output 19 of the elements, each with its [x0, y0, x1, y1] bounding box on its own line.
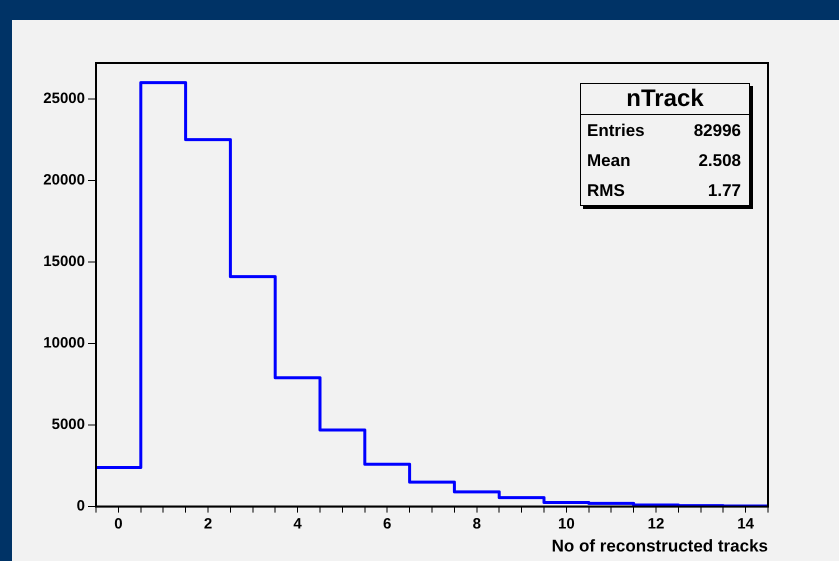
x-axis-title: No of reconstructed tracks	[552, 536, 768, 556]
y-tick-label: 25000	[43, 90, 85, 108]
text: nTrack	[581, 84, 749, 115]
y-tick-label: 15000	[43, 253, 85, 270]
x-tick-label: 10	[558, 516, 575, 533]
x-tick-label: 8	[472, 516, 481, 533]
y-tick-label: 5000	[52, 416, 85, 434]
x-tick-label: 14	[737, 516, 755, 533]
x-tick-label: 6	[383, 516, 392, 533]
y-tick-label: 0	[76, 498, 85, 515]
x-tick-label: 12	[648, 516, 664, 533]
x-tick-label: 0	[114, 516, 123, 533]
x-tick-label: 2	[204, 516, 212, 533]
annotation: RMS 1.77	[586, 180, 742, 202]
y-tick-label: 10000	[43, 334, 85, 352]
y-tick-label: 20000	[43, 172, 85, 189]
x-tick-label: 4	[293, 516, 302, 533]
annotation: Entries 82996	[586, 120, 742, 142]
annotation: Mean 2.508	[586, 150, 742, 172]
